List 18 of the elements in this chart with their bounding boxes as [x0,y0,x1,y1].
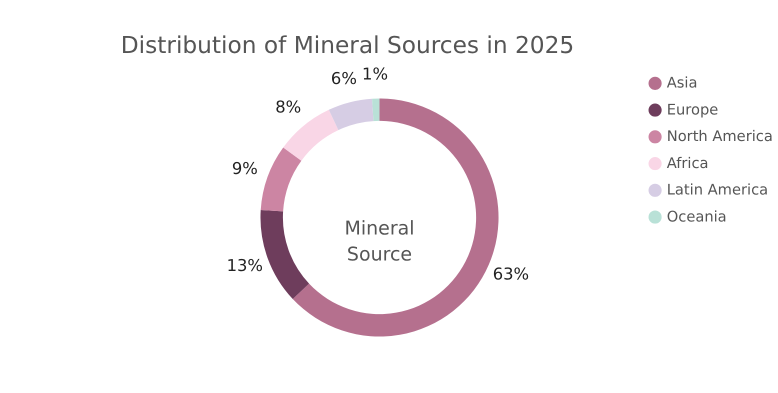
donut-slice [372,98,380,122]
chart-title: Distribution of Mineral Sources in 2025 [120,32,574,59]
text: Mineral Source [344,218,415,266]
data-label: 1% [362,64,388,84]
donut-slice [328,98,374,130]
legend-label: Asia [666,74,698,92]
legend-label: Europe [666,101,718,118]
legend-label: North America [666,128,773,146]
data-label: 6% [330,68,357,88]
legend-label: Latin America [666,182,768,199]
data-label: 63% [492,264,530,284]
data-label: 9% [232,159,258,178]
legend-label: Oceania [666,208,727,226]
data-label: 13% [226,256,263,276]
donut-slice [260,148,302,212]
donut-slice [260,210,310,299]
data-label: 8% [275,97,302,116]
legend-label: Africa [666,154,709,172]
